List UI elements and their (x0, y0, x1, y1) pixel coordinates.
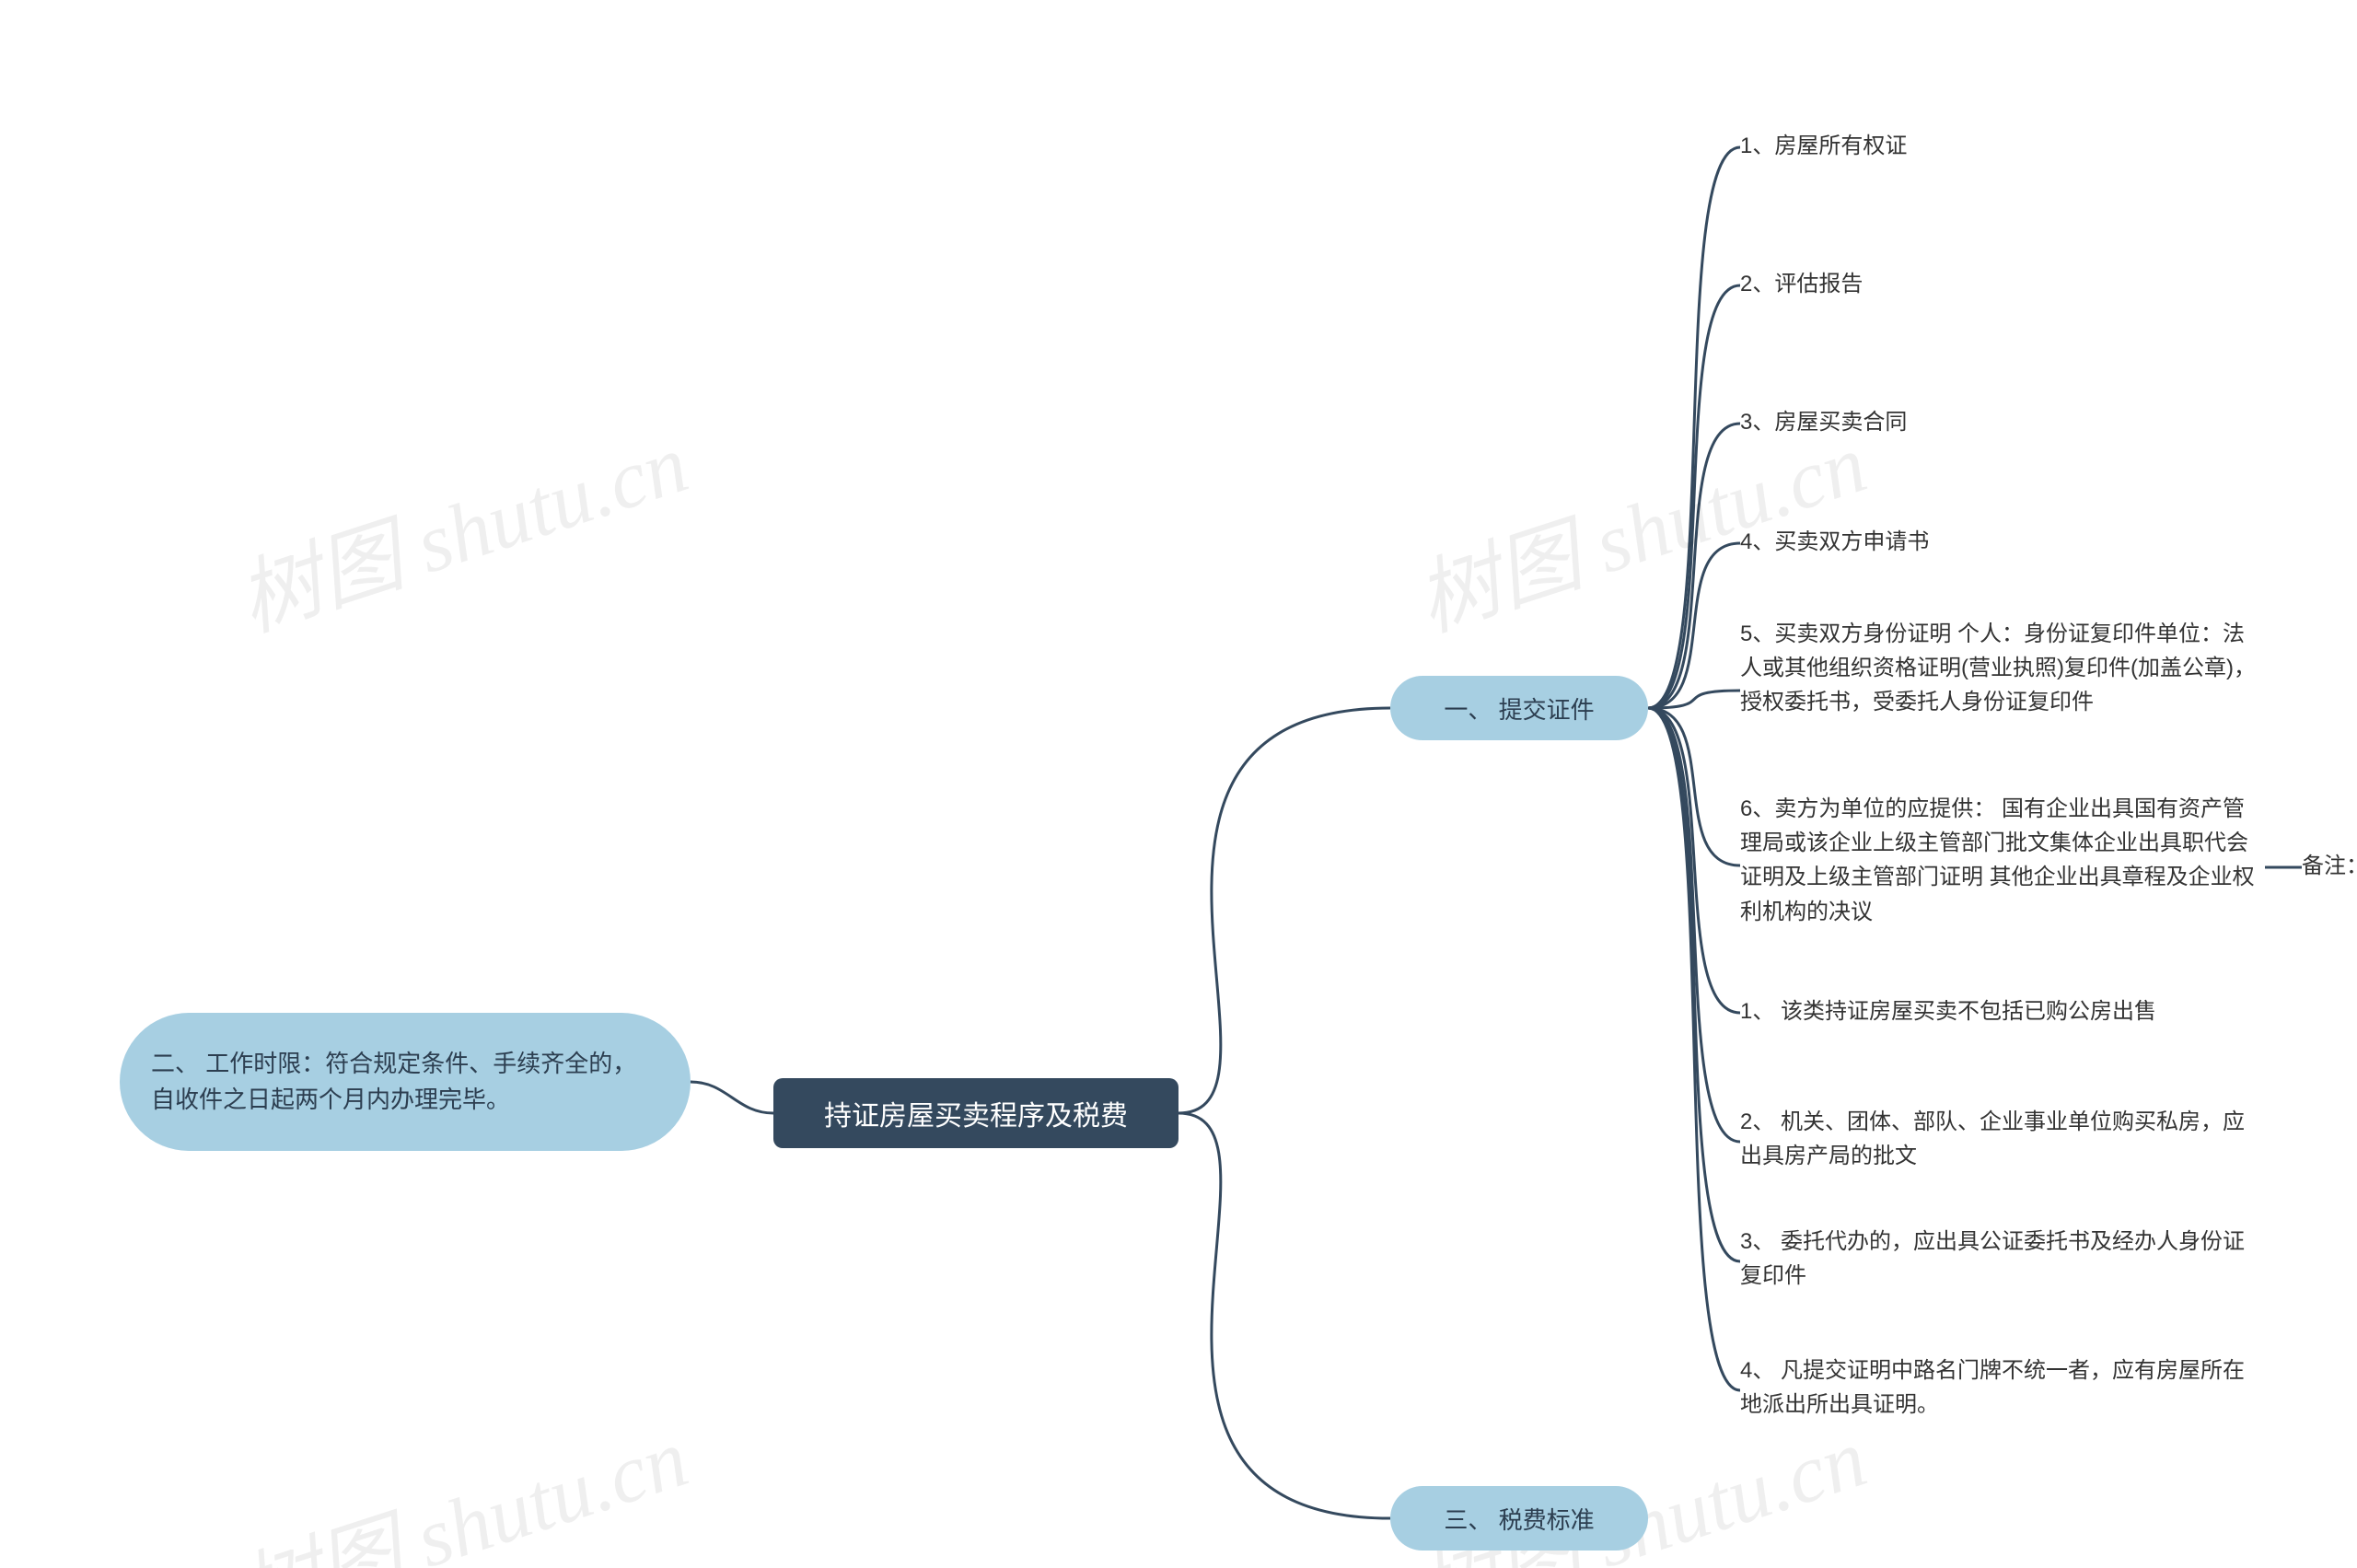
leaf-label: 4、 凡提交证明中路名门牌不统一者，应有房屋所在地派出所出具证明。 (1740, 1353, 2265, 1422)
branch-submit-docs[interactable]: 一、 提交证件 (1390, 676, 1648, 740)
leaf-item[interactable]: 1、房屋所有权证 (1740, 129, 2293, 163)
leaf-item[interactable]: 2、 机关、团体、部队、企业事业单位购买私房，应出具房产局的批文 (1740, 1105, 2265, 1173)
leaf-item[interactable]: 4、买卖双方申请书 (1740, 525, 2293, 559)
branch-work-time[interactable]: 二、 工作时限：符合规定条件、手续齐全的，自收件之日起两个月内办理完毕。 (120, 1013, 691, 1151)
leaf-label: 5、买卖双方身份证明 个人：身份证复印件单位：法人或其他组织资格证明(营业执照)… (1740, 617, 2265, 720)
leaf-label: 2、评估报告 (1740, 267, 1863, 301)
leaf-label: 2、 机关、团体、部队、企业事业单位购买私房，应出具房产局的批文 (1740, 1105, 2265, 1173)
branch-tax-standard[interactable]: 三、 税费标准 (1390, 1486, 1648, 1551)
leaf-label: 1、 该类持证房屋买卖不包括已购公房出售 (1740, 994, 2156, 1028)
leaf-label: 3、房屋买卖合同 (1740, 405, 1907, 439)
leaf-label: 1、房屋所有权证 (1740, 129, 1907, 163)
leaf-item[interactable]: 1、 该类持证房屋买卖不包括已购公房出售 (1740, 994, 2293, 1028)
leaf-item[interactable]: 3、 委托代办的，应出具公证委托书及经办人身份证复印件 (1740, 1225, 2265, 1293)
leaf-label: 6、卖方为单位的应提供： 国有企业出具国有资产管理局或该企业上级主管部门批文集体… (1740, 792, 2265, 929)
leaf-item[interactable]: 5、买卖双方身份证明 个人：身份证复印件单位：法人或其他组织资格证明(营业执照)… (1740, 617, 2265, 720)
leaf-item[interactable]: 6、卖方为单位的应提供： 国有企业出具国有资产管理局或该企业上级主管部门批文集体… (1740, 792, 2265, 929)
leaf-label: 3、 委托代办的，应出具公证委托书及经办人身份证复印件 (1740, 1225, 2265, 1293)
branch-label: 一、 提交证件 (1444, 691, 1594, 726)
leaf-label: 4、买卖双方申请书 (1740, 525, 1929, 559)
leaf-item[interactable]: 4、 凡提交证明中路名门牌不统一者，应有房屋所在地派出所出具证明。 (1740, 1353, 2265, 1422)
leaf-item[interactable]: 2、评估报告 (1740, 267, 2293, 301)
branch-label: 二、 工作时限：符合规定条件、手续齐全的，自收件之日起两个月内办理完毕。 (151, 1046, 659, 1118)
leaf-item[interactable]: 3、房屋买卖合同 (1740, 405, 2293, 439)
leaf-label: 备注： (2302, 849, 2357, 883)
branch-label: 三、 税费标准 (1444, 1502, 1594, 1536)
leaf-note[interactable]: 备注： (2302, 849, 2357, 883)
mindmap-edges (0, 0, 2357, 1568)
mindmap-root[interactable]: 持证房屋买卖程序及税费 (773, 1078, 1178, 1148)
root-label: 持证房屋买卖程序及税费 (824, 1093, 1128, 1133)
